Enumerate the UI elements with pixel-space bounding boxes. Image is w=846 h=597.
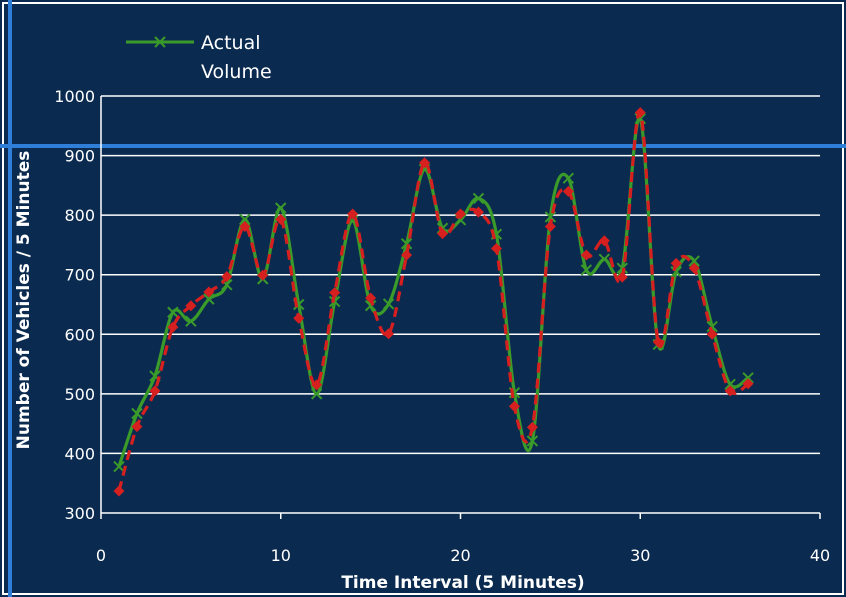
series-1-point (365, 292, 377, 304)
series-1-point (131, 421, 143, 433)
gridlines (101, 95, 820, 455)
series-0-point (275, 202, 287, 214)
series-0-point (580, 264, 593, 276)
x-tick-label: 0 (96, 546, 106, 565)
series-0-point (113, 460, 125, 473)
series-1-point (419, 157, 431, 169)
series-1-point (688, 262, 700, 274)
series-0-point (328, 295, 341, 308)
series-0-point (310, 388, 323, 400)
series-1-point (742, 378, 754, 390)
series-0-point (364, 299, 377, 312)
series-1-point (580, 249, 592, 261)
series-1-point (544, 220, 556, 232)
series-1-point (490, 243, 502, 255)
series-1-point (526, 421, 538, 433)
series-0-point (400, 238, 413, 250)
y-tick-label: 300 (64, 504, 95, 523)
series-1-point (239, 220, 251, 232)
series-1-point (347, 208, 359, 220)
y-tick-labels: 300 400 500 600 700 800 900 1000 (54, 87, 95, 523)
series-0-point (131, 407, 143, 420)
series-1-point (257, 269, 269, 281)
series-1-point (455, 208, 466, 220)
series-1-point (401, 249, 413, 261)
series-1-point (221, 271, 233, 283)
series-layer (113, 107, 754, 497)
x-tick-labels: 0 10 20 30 40 (96, 546, 830, 565)
series-1-point (329, 287, 341, 299)
series-1-point (167, 321, 179, 333)
y-tick-label: 900 (64, 147, 95, 166)
series-0-point (544, 211, 557, 223)
series-0-point (203, 293, 215, 305)
y-tick-label: 1000 (54, 87, 95, 106)
series-0-point (185, 315, 197, 327)
series-1-line (117, 111, 750, 492)
series-1-point (652, 336, 664, 348)
series-1-point (598, 235, 610, 247)
series-0-point (562, 172, 575, 184)
legend: Actual Volume (126, 32, 272, 83)
series-1-point (634, 107, 646, 119)
series-0-point (526, 435, 539, 447)
x-tick-label: 30 (630, 546, 650, 565)
series-1-point (724, 385, 736, 397)
series-0-point (598, 253, 611, 265)
x-tick-label: 40 (810, 546, 830, 565)
series-0-point (616, 262, 628, 274)
series-1-point (472, 206, 484, 218)
series-0-point (742, 372, 754, 384)
series-0-point (706, 320, 718, 333)
legend-label-line-1: Actual (201, 32, 261, 54)
series-0-point (472, 192, 485, 205)
series-1-point (706, 328, 718, 340)
series-1-point (149, 385, 161, 397)
y-tick-label: 600 (64, 325, 95, 344)
series-0-point (670, 266, 682, 278)
legend-x-marker-icon (154, 36, 166, 48)
series-1-point (275, 213, 287, 225)
legend-label-line-2: Volume (201, 61, 272, 83)
series-1-point (311, 379, 323, 391)
series-1-point (293, 312, 305, 324)
y-tick-label: 400 (64, 444, 95, 463)
series-0-point (382, 298, 395, 310)
y-tick-label: 500 (64, 385, 95, 404)
series-1-point (562, 185, 574, 197)
series-1-point (185, 300, 197, 312)
axes (100, 96, 821, 519)
series-0-point (167, 306, 179, 318)
series-1-point (508, 400, 520, 412)
series-1-point (670, 257, 682, 269)
series-0-point (239, 213, 251, 226)
y-tick-label: 700 (64, 266, 95, 285)
y-tick-label: 800 (64, 206, 95, 225)
series-1-point (616, 271, 628, 283)
series-1-point (113, 485, 125, 497)
x-tick-label: 10 (271, 546, 291, 565)
y-axis-title: Number of Vehicles / 5 Minutes (14, 151, 34, 450)
x-tick-label: 20 (450, 546, 470, 565)
series-1-point (437, 228, 449, 240)
x-axis-title: Time Interval (5 Minutes) (341, 573, 584, 593)
series-0-point (688, 255, 700, 267)
series-1-point (383, 328, 395, 340)
series-1-point (203, 286, 215, 298)
series-1 (113, 107, 754, 497)
